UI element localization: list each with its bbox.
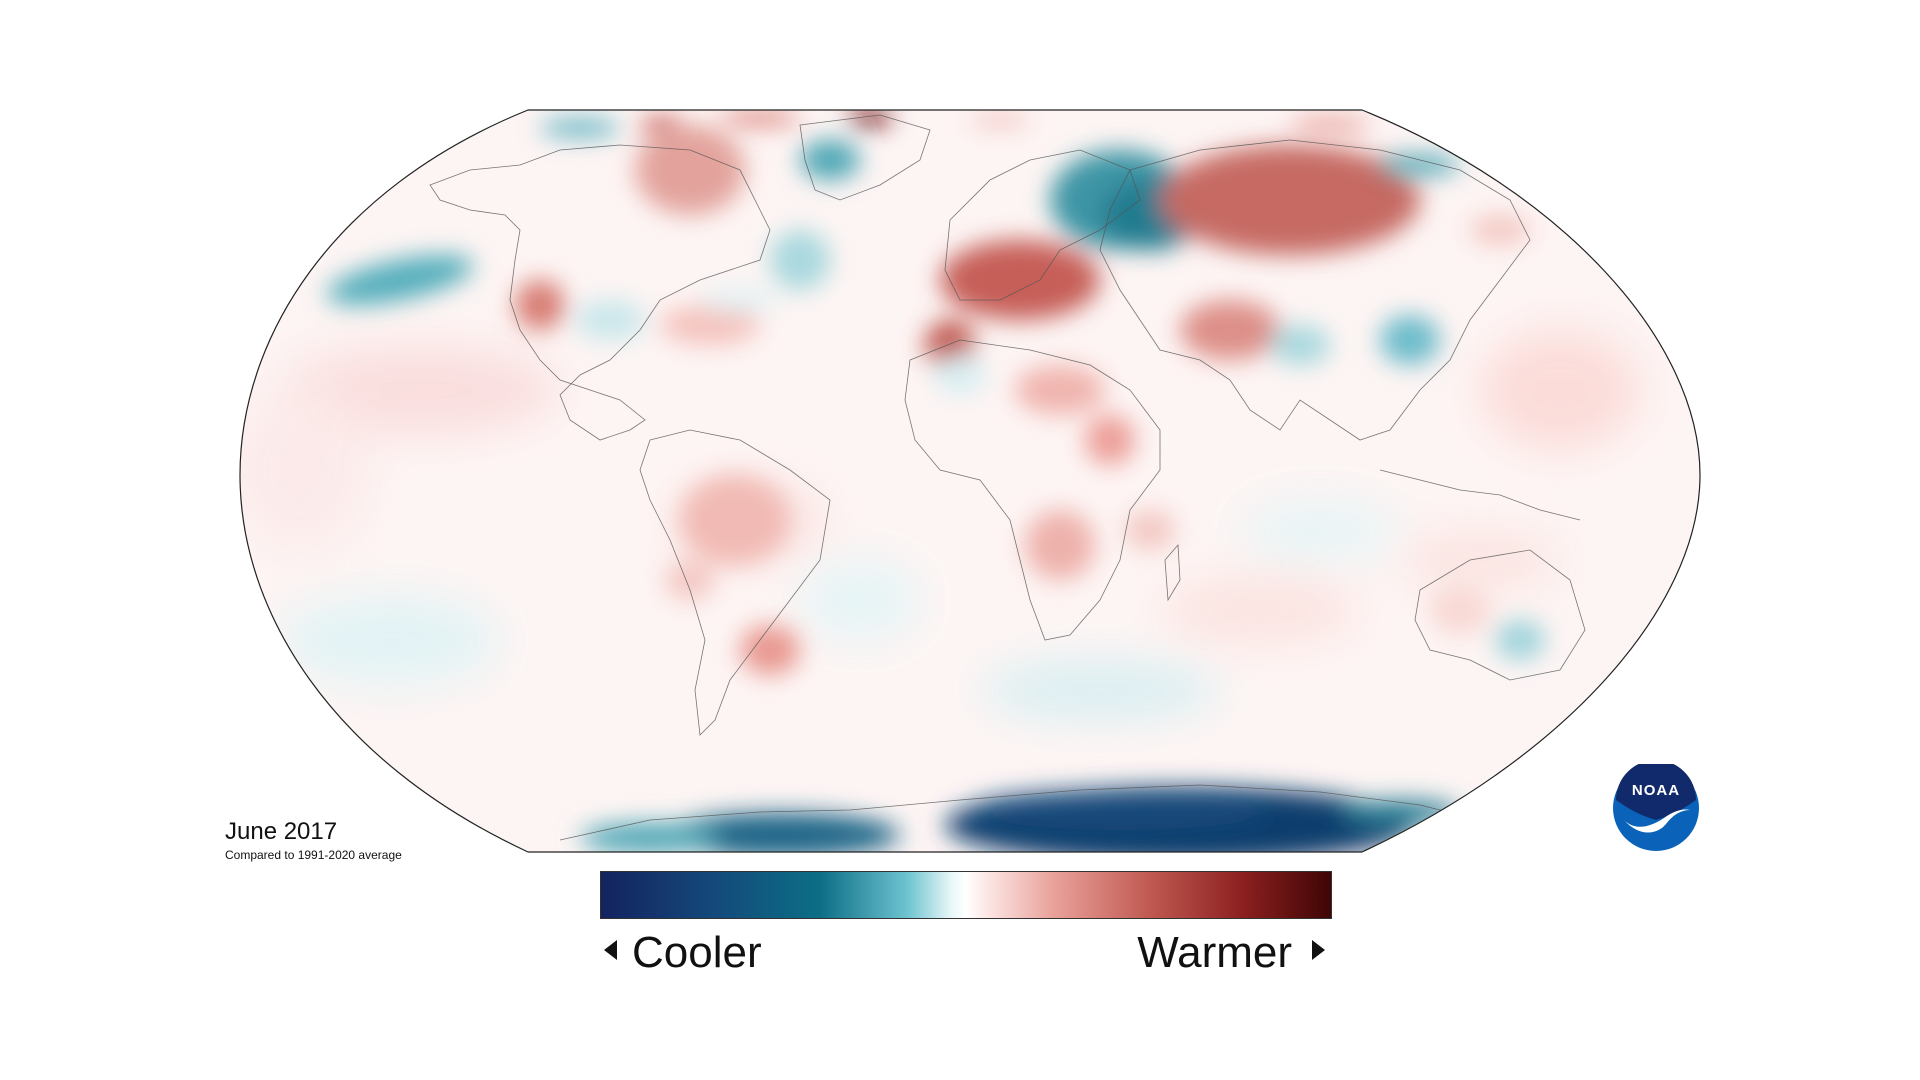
indonesia-outline [1379,469,1581,521]
cooler-label: Cooler [632,928,762,977]
madagascar-outline [1164,543,1181,602]
asia-outline [1099,139,1531,441]
noaa-logo-text: NOAA [1631,782,1681,799]
australia-outline [1414,549,1586,681]
globe-outline [239,109,1701,853]
coastlines [429,114,1653,841]
greenland-outline [799,114,931,201]
baseline-label: Compared to 1991-2020 average [225,848,402,862]
europe-outline [944,149,1141,301]
color-scale-bar [600,871,1332,919]
antarctica-outline [559,784,1461,841]
africa-outline [904,339,1161,641]
anomaly-field [240,110,1700,852]
arrow-left-icon [604,940,617,960]
north-america-outline [429,144,771,441]
south-america-outline [639,429,831,736]
date-label: June 2017 [225,818,338,845]
warmer-label: Warmer [1137,928,1292,977]
arrow-right-icon [1312,940,1325,960]
noaa-logo-icon [1613,764,1699,851]
